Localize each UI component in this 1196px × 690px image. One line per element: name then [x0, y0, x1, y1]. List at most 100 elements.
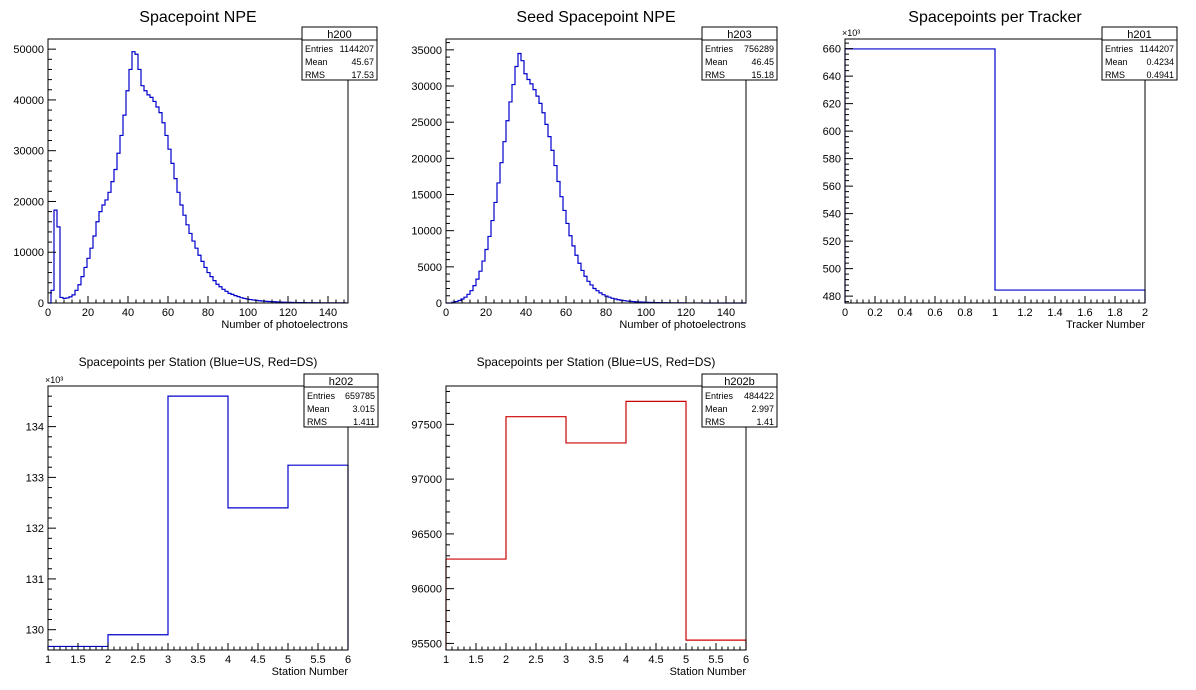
- y-tick-label: 620: [823, 99, 841, 111]
- y-tick-label: 96500: [411, 529, 442, 541]
- x-tick-label: 60: [560, 307, 572, 319]
- x-axis-label: Tracker Number: [1066, 319, 1145, 331]
- x-tick-label: 1.6: [1077, 307, 1092, 319]
- stats-histogram-name: h203: [727, 29, 751, 41]
- x-tick-label: 2: [503, 654, 509, 666]
- x-tick-label: 1.5: [468, 654, 483, 666]
- stats-value-entries: 659785: [345, 391, 375, 401]
- x-axis-label: Number of photoelectrons: [619, 319, 746, 331]
- y-tick-label: 50000: [13, 44, 44, 56]
- x-tick-label: 4: [225, 654, 231, 666]
- y-tick-label: 500: [823, 264, 841, 276]
- x-tick-label: 20: [82, 307, 94, 319]
- stats-value-rms: 17.53: [351, 70, 374, 80]
- histogram-line: [48, 51, 349, 304]
- y-tick-label: 35000: [411, 45, 442, 57]
- y-tick-label: 15000: [411, 190, 442, 202]
- stats-label-rms: RMS: [705, 417, 725, 427]
- x-tick-label: 0: [443, 307, 449, 319]
- x-tick-label: 0.6: [927, 307, 942, 319]
- x-tick-label: 100: [239, 307, 257, 319]
- x-tick-label: 6: [743, 654, 749, 666]
- y-tick-label: 560: [823, 181, 841, 193]
- chart-panel-2: Seed Spacepoint NPE 0 20 40 60 80 100 120 140 0 50…: [411, 9, 778, 331]
- y-tick-label: 30000: [411, 81, 442, 93]
- stats-label-rms: RMS: [705, 70, 725, 80]
- y-tick-label: 10000: [13, 247, 44, 259]
- y-tick-label: 5000: [418, 262, 442, 274]
- x-tick-label: 60: [162, 307, 174, 319]
- x-tick-label: 3: [563, 654, 569, 666]
- stats-label-entries: Entries: [1105, 44, 1134, 54]
- y-tick-label: 580: [823, 154, 841, 166]
- x-tick-label: 2: [1142, 307, 1148, 319]
- stats-histogram-name: h200: [327, 29, 351, 41]
- x-axis-label: Station Number: [670, 666, 747, 678]
- stats-value-rms: 0.4941: [1146, 70, 1174, 80]
- x-tick-label: 140: [319, 307, 337, 319]
- chart-panel-4: Spacepoints per Station (Blue=US, Red=DS…: [26, 355, 379, 678]
- stats-histogram-name: h202b: [724, 376, 755, 388]
- y-tick-label: 480: [823, 291, 841, 303]
- x-tick-label: 1.5: [70, 654, 85, 666]
- stats-histogram-name: h202: [329, 376, 353, 388]
- chart-panel-1: Spacepoint NPE 0 20 40 60 80 100 120 140 0 10000 20…: [13, 9, 378, 331]
- chart-title: Spacepoint NPE: [139, 9, 256, 26]
- y-tick-label: 25000: [411, 117, 442, 129]
- x-tick-label: 4.5: [648, 654, 663, 666]
- y-tick-label: 131: [26, 574, 44, 586]
- y-tick-label: 10000: [411, 226, 442, 238]
- stats-value-entries: 484422: [744, 391, 774, 401]
- y-tick-label: 134: [26, 422, 44, 434]
- x-tick-label: 4.5: [250, 654, 265, 666]
- x-axis-label: Number of photoelectrons: [221, 319, 348, 331]
- y-tick-label: 97000: [411, 474, 442, 486]
- x-tick-label: 100: [637, 307, 655, 319]
- y-tick-label: 95500: [411, 638, 442, 650]
- y-tick-label: 133: [26, 472, 44, 484]
- stats-value-rms: 1.411: [353, 417, 375, 427]
- stats-label-rms: RMS: [1105, 70, 1125, 80]
- y-tick-label: 30000: [13, 146, 44, 158]
- histogram-line: [446, 52, 746, 304]
- x-tick-label: 140: [717, 307, 735, 319]
- x-tick-label: 5: [285, 654, 291, 666]
- y-tick-label: 40000: [13, 95, 44, 107]
- stats-label-rms: RMS: [307, 417, 327, 427]
- x-tick-label: 6: [345, 654, 351, 666]
- y-exponent-label: ×10³: [45, 375, 63, 385]
- stats-label-entries: Entries: [705, 44, 734, 54]
- x-tick-label: 5.5: [708, 654, 723, 666]
- stats-label-rms: RMS: [305, 70, 325, 80]
- x-tick-label: 1: [992, 307, 998, 319]
- y-tick-label: 20000: [411, 153, 442, 165]
- x-tick-label: 80: [600, 307, 612, 319]
- stats-label-entries: Entries: [305, 44, 334, 54]
- x-tick-label: 0: [842, 307, 848, 319]
- x-tick-label: 3: [165, 654, 171, 666]
- stats-value-mean: 0.4234: [1146, 57, 1174, 67]
- chart-panel-3: Spacepoints per Tracker 0 0.2 0.4 0.6 0.8 1 1.2…: [823, 9, 1178, 331]
- x-tick-label: 0.4: [897, 307, 912, 319]
- y-tick-label: 20000: [13, 196, 44, 208]
- plot-frame: [445, 38, 747, 304]
- x-tick-label: 80: [202, 307, 214, 319]
- stats-box: h201 Entries 1144207 Mean 0.4234 RMS 0.4941: [1101, 26, 1178, 81]
- x-tick-label: 1.8: [1107, 307, 1122, 319]
- stats-value-mean: 46.45: [751, 57, 774, 67]
- stats-value-entries: 1144207: [340, 44, 374, 54]
- x-tick-label: 40: [122, 307, 134, 319]
- x-tick-label: 1.4: [1047, 307, 1062, 319]
- x-tick-label: 40: [520, 307, 532, 319]
- stats-label-mean: Mean: [705, 57, 728, 67]
- chart-title: Spacepoints per Station (Blue=US, Red=DS…: [79, 355, 318, 369]
- x-tick-label: 2: [105, 654, 111, 666]
- x-axis-label: Station Number: [272, 666, 349, 678]
- stats-label-entries: Entries: [705, 391, 734, 401]
- stats-value-entries: 756289: [744, 44, 774, 54]
- x-tick-label: 120: [279, 307, 297, 319]
- x-tick-label: 5.5: [310, 654, 325, 666]
- stats-box-frame: [303, 373, 379, 428]
- stats-value-mean: 3.015: [352, 404, 375, 414]
